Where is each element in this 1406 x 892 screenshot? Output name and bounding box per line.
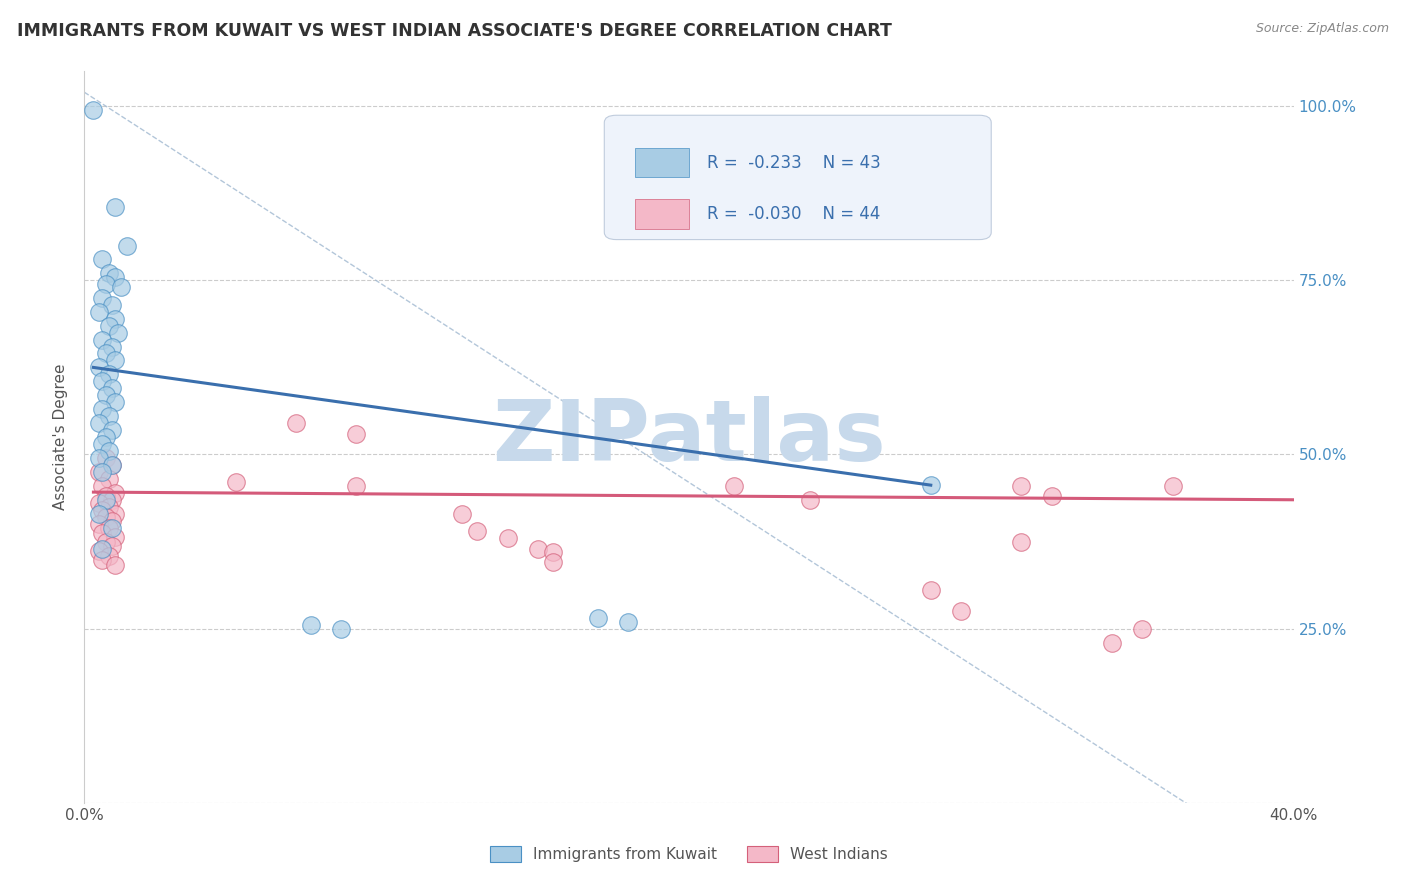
Point bbox=[299, 618, 322, 632]
Point bbox=[97, 500, 120, 514]
Point bbox=[91, 402, 114, 417]
Point bbox=[330, 622, 353, 636]
Point bbox=[104, 311, 127, 326]
Point bbox=[94, 430, 117, 444]
Point bbox=[94, 346, 117, 360]
Point bbox=[104, 485, 127, 500]
Point bbox=[89, 304, 111, 318]
Point bbox=[100, 514, 122, 528]
Point bbox=[89, 517, 111, 532]
Point bbox=[91, 553, 114, 567]
Point bbox=[100, 458, 122, 472]
Point bbox=[541, 556, 564, 570]
Point bbox=[104, 395, 127, 409]
Point bbox=[97, 521, 120, 535]
Point bbox=[91, 541, 114, 556]
Point bbox=[285, 416, 308, 430]
Point bbox=[91, 291, 114, 305]
Point bbox=[97, 409, 120, 424]
Point bbox=[115, 238, 138, 252]
Text: ZIPatlas: ZIPatlas bbox=[492, 395, 886, 479]
Point bbox=[100, 492, 122, 507]
Point bbox=[467, 524, 489, 538]
Point bbox=[82, 103, 104, 117]
Point bbox=[94, 277, 117, 291]
FancyBboxPatch shape bbox=[634, 199, 689, 228]
FancyBboxPatch shape bbox=[605, 115, 991, 240]
Point bbox=[104, 353, 127, 368]
Point bbox=[1011, 534, 1033, 549]
Point bbox=[1011, 479, 1033, 493]
Point bbox=[89, 416, 111, 430]
Point bbox=[100, 458, 122, 472]
Point bbox=[527, 541, 550, 556]
Point bbox=[1161, 479, 1184, 493]
Point bbox=[100, 298, 122, 312]
Point bbox=[346, 479, 368, 493]
Point bbox=[588, 611, 610, 625]
Point bbox=[91, 333, 114, 347]
Point bbox=[100, 521, 122, 535]
Text: R =  -0.030    N = 44: R = -0.030 N = 44 bbox=[707, 205, 880, 223]
Point bbox=[89, 543, 111, 558]
Point bbox=[451, 507, 474, 521]
Point bbox=[104, 507, 127, 521]
Point bbox=[225, 475, 247, 490]
FancyBboxPatch shape bbox=[634, 148, 689, 178]
Legend: Immigrants from Kuwait, West Indians: Immigrants from Kuwait, West Indians bbox=[484, 840, 894, 868]
Point bbox=[100, 339, 122, 353]
Point bbox=[89, 360, 111, 375]
Point bbox=[107, 326, 129, 340]
Y-axis label: Associate's Degree: Associate's Degree bbox=[53, 364, 69, 510]
Point bbox=[346, 426, 368, 441]
Point bbox=[91, 525, 114, 540]
Point bbox=[104, 269, 127, 284]
Point bbox=[104, 530, 127, 544]
Point bbox=[91, 375, 114, 389]
Point bbox=[91, 503, 114, 517]
Point bbox=[97, 549, 120, 563]
Point bbox=[94, 450, 117, 465]
Point bbox=[104, 200, 127, 214]
Point bbox=[97, 368, 120, 382]
Point bbox=[104, 558, 127, 572]
Point bbox=[1101, 635, 1123, 649]
Point bbox=[91, 465, 114, 479]
Point bbox=[541, 545, 564, 559]
Point bbox=[97, 444, 120, 458]
Point bbox=[94, 489, 117, 503]
Point bbox=[617, 615, 640, 629]
Point bbox=[950, 604, 973, 618]
Point bbox=[97, 472, 120, 486]
Point bbox=[89, 496, 111, 510]
Point bbox=[97, 318, 120, 333]
Text: R =  -0.233    N = 43: R = -0.233 N = 43 bbox=[707, 153, 880, 172]
Point bbox=[100, 381, 122, 395]
Text: IMMIGRANTS FROM KUWAIT VS WEST INDIAN ASSOCIATE'S DEGREE CORRELATION CHART: IMMIGRANTS FROM KUWAIT VS WEST INDIAN AS… bbox=[17, 22, 891, 40]
Point bbox=[110, 280, 132, 294]
Point bbox=[89, 507, 111, 521]
Point bbox=[89, 465, 111, 479]
Point bbox=[1130, 622, 1153, 636]
Text: Source: ZipAtlas.com: Source: ZipAtlas.com bbox=[1256, 22, 1389, 36]
Point bbox=[94, 388, 117, 402]
Point bbox=[94, 492, 117, 507]
Point bbox=[920, 478, 942, 492]
Point bbox=[91, 252, 114, 267]
Point bbox=[94, 534, 117, 549]
Point bbox=[1040, 489, 1063, 503]
Point bbox=[723, 479, 745, 493]
Point bbox=[94, 510, 117, 524]
Point bbox=[920, 583, 942, 598]
Point bbox=[89, 450, 111, 465]
Point bbox=[100, 423, 122, 437]
Point bbox=[496, 531, 519, 545]
Point bbox=[91, 437, 114, 451]
Point bbox=[799, 492, 821, 507]
Point bbox=[91, 479, 114, 493]
Point bbox=[100, 540, 122, 554]
Point bbox=[97, 266, 120, 280]
